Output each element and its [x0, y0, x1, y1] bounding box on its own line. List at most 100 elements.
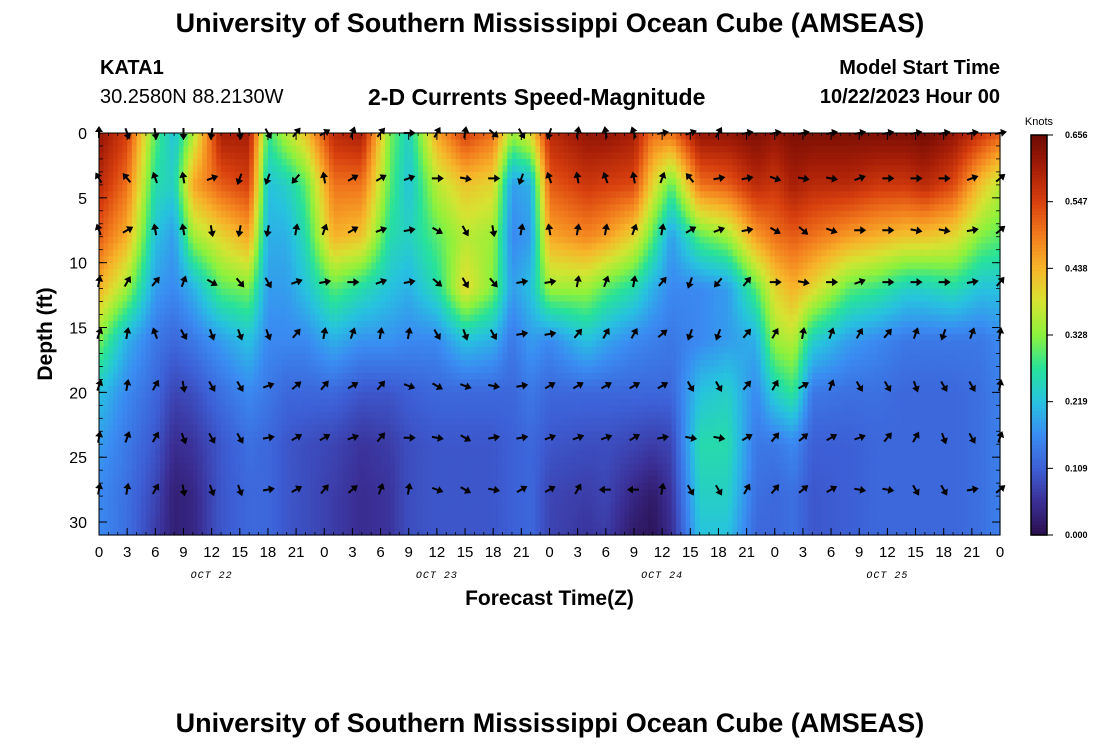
- heatmap-cell: [375, 522, 382, 530]
- heatmap-cell: [263, 476, 269, 484]
- heatmap-cell: [188, 321, 194, 329]
- heatmap-cell: [310, 372, 316, 380]
- heatmap-cell: [249, 295, 255, 303]
- heatmap-cell: [441, 379, 447, 387]
- heatmap-cell: [155, 230, 161, 238]
- heatmap-cell: [446, 489, 452, 497]
- chart-title: University of Southern Mississippi Ocean…: [175, 8, 925, 38]
- heatmap-cell: [314, 509, 321, 517]
- heatmap-cell: [352, 249, 358, 257]
- heatmap-cell: [371, 191, 377, 199]
- heatmap-cell: [385, 256, 391, 264]
- heatmap-cell: [160, 418, 166, 426]
- heatmap-cell: [408, 359, 415, 368]
- heatmap-cell: [460, 431, 466, 439]
- heatmap-cell: [328, 463, 335, 471]
- heatmap-cell: [389, 204, 396, 212]
- heatmap-cell: [103, 314, 109, 322]
- heatmap-cell: [197, 184, 203, 192]
- heatmap-cell: [389, 308, 396, 316]
- heatmap-cell: [239, 210, 246, 218]
- heatmap-cell: [422, 184, 429, 192]
- heatmap-cell: [263, 483, 269, 491]
- heatmap-cell: [450, 327, 457, 335]
- heatmap-cell: [258, 353, 264, 361]
- heatmap-cell: [338, 418, 344, 426]
- heatmap-cell: [113, 418, 119, 426]
- heatmap-cell: [296, 230, 302, 238]
- heatmap-cell: [145, 223, 152, 231]
- heatmap-cell: [169, 489, 175, 497]
- heatmap-cell: [324, 496, 330, 504]
- heatmap-cell: [319, 191, 325, 199]
- heatmap-cell: [394, 210, 400, 218]
- heatmap-cell: [202, 217, 208, 225]
- heatmap-cell: [164, 418, 170, 426]
- heatmap-cell: [267, 372, 274, 380]
- heatmap-cell: [178, 437, 185, 445]
- heatmap-cell: [272, 476, 278, 484]
- heatmap-cell: [450, 269, 457, 277]
- heatmap-cell: [253, 457, 260, 465]
- heatmap-cell: [366, 217, 372, 225]
- heatmap-cell: [465, 392, 471, 400]
- heatmap-cell: [399, 528, 405, 536]
- heatmap-cell: [347, 236, 354, 244]
- heatmap-cell: [314, 411, 321, 419]
- heatmap-cell: [441, 483, 447, 491]
- heatmap-cell: [310, 463, 316, 471]
- heatmap-cell: [235, 418, 241, 426]
- heatmap-cell: [249, 398, 255, 406]
- heatmap-cell: [436, 372, 443, 380]
- heatmap-cell: [131, 210, 138, 218]
- heatmap-cell: [328, 204, 335, 212]
- heatmap-cell: [141, 243, 147, 251]
- heatmap-cell: [305, 243, 311, 251]
- heatmap-cell: [239, 217, 246, 225]
- heatmap-cell: [352, 437, 358, 445]
- heatmap-cell: [399, 450, 405, 458]
- heatmap-cell: [272, 379, 278, 387]
- heatmap-cell: [249, 483, 255, 491]
- heatmap-cell: [446, 191, 452, 199]
- heatmap-cell: [418, 223, 424, 231]
- heatmap-cell: [422, 249, 429, 257]
- heatmap-cell: [277, 372, 283, 380]
- heatmap-cell: [244, 366, 250, 374]
- heatmap-cell: [188, 295, 194, 303]
- heatmap-cell: [197, 210, 203, 218]
- heatmap-cell: [418, 165, 424, 173]
- heatmap-cell: [305, 502, 311, 510]
- heatmap-cell: [249, 288, 255, 296]
- heatmap-cell: [357, 476, 363, 484]
- heatmap-cell: [427, 321, 433, 329]
- heatmap-cell: [455, 275, 461, 283]
- heatmap-cell: [122, 372, 128, 380]
- heatmap-cell: [446, 431, 452, 439]
- heatmap-cell: [216, 450, 222, 458]
- heatmap-cell: [113, 385, 119, 393]
- heatmap-cell: [155, 334, 161, 342]
- heatmap-cell: [314, 184, 321, 192]
- heatmap-cell: [465, 522, 471, 530]
- heatmap-cell: [422, 411, 429, 419]
- heatmap-cell: [455, 301, 461, 309]
- heatmap-cell: [436, 392, 443, 400]
- heatmap-cell: [160, 450, 166, 458]
- heatmap-cell: [291, 470, 297, 478]
- heatmap-cell: [263, 457, 269, 465]
- heatmap-cell: [160, 424, 166, 432]
- heatmap-cell: [432, 405, 438, 413]
- heatmap-cell: [469, 217, 476, 225]
- heatmap-cell: [277, 204, 283, 212]
- heatmap-cell: [272, 275, 278, 283]
- heatmap-cell: [188, 327, 194, 335]
- heatmap-cell: [117, 256, 124, 264]
- heatmap-cell: [375, 340, 382, 348]
- heatmap-cell: [413, 321, 419, 329]
- heatmap-cell: [145, 528, 152, 536]
- heatmap-cell: [432, 437, 438, 445]
- heatmap-cell: [389, 522, 396, 530]
- heatmap-cell: [343, 184, 349, 192]
- heatmap-cell: [103, 346, 109, 355]
